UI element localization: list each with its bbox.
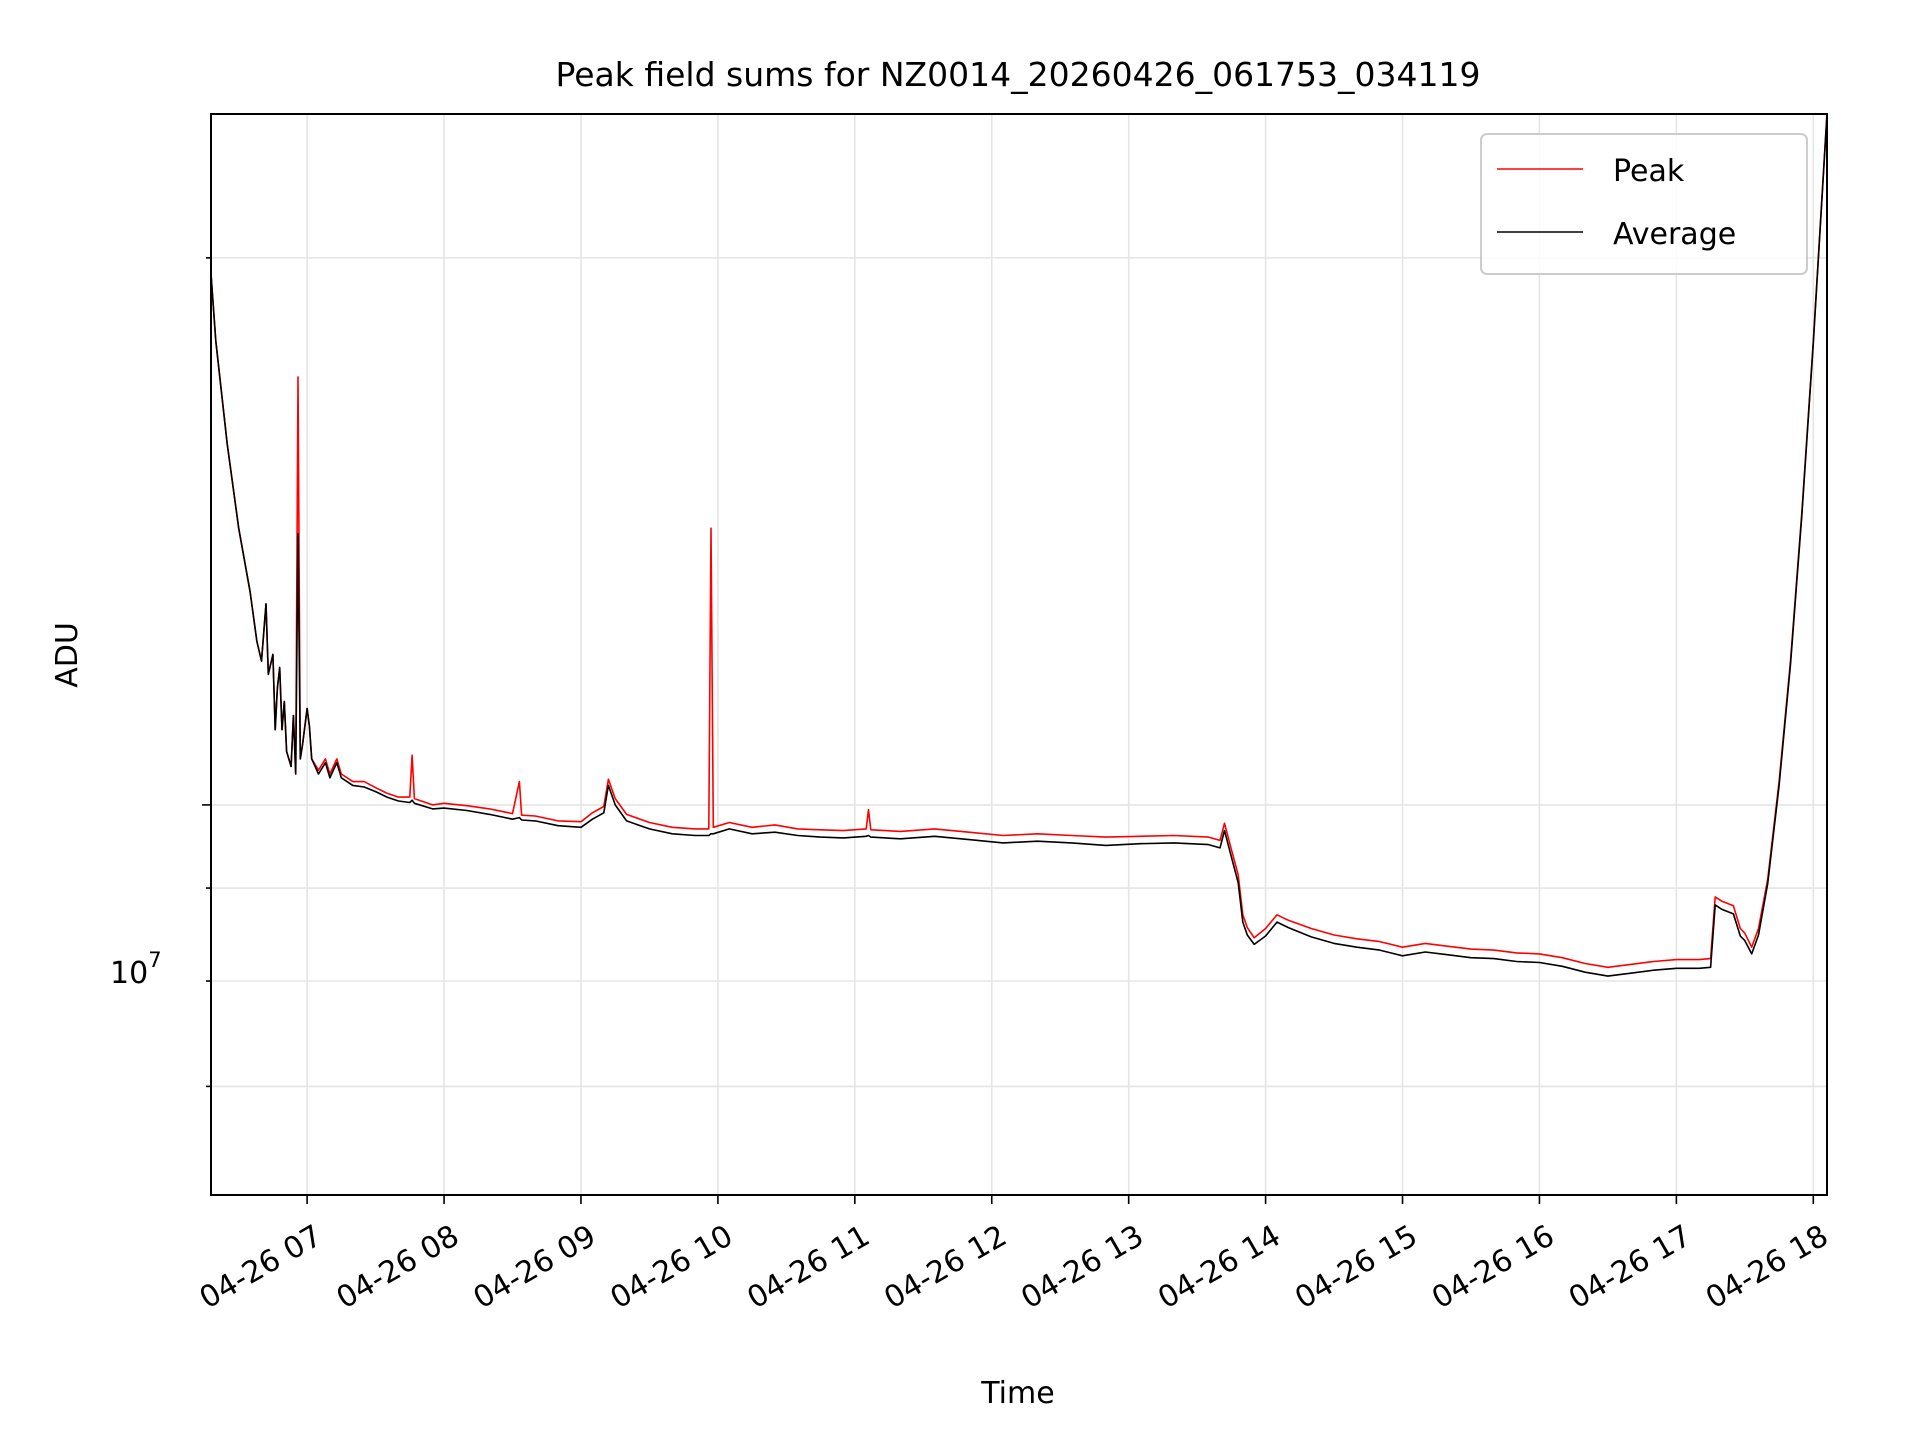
series-line-average xyxy=(210,113,1828,977)
grid xyxy=(211,114,1827,1195)
legend-peak-label: Peak xyxy=(1613,154,1685,189)
legend: Peak Average xyxy=(1480,133,1808,275)
chart-title: Peak field sums for NZ0014_20260426_0617… xyxy=(555,55,1480,94)
y-axis xyxy=(202,257,211,1088)
y-tick-label-1e7: 107 xyxy=(110,948,162,991)
series-layer xyxy=(210,113,1828,977)
legend-average-label: Average xyxy=(1613,217,1736,252)
y-axis-label: ADU xyxy=(50,622,85,688)
plot-frame xyxy=(210,113,1828,1196)
x-axis-label: Time xyxy=(980,1376,1054,1411)
